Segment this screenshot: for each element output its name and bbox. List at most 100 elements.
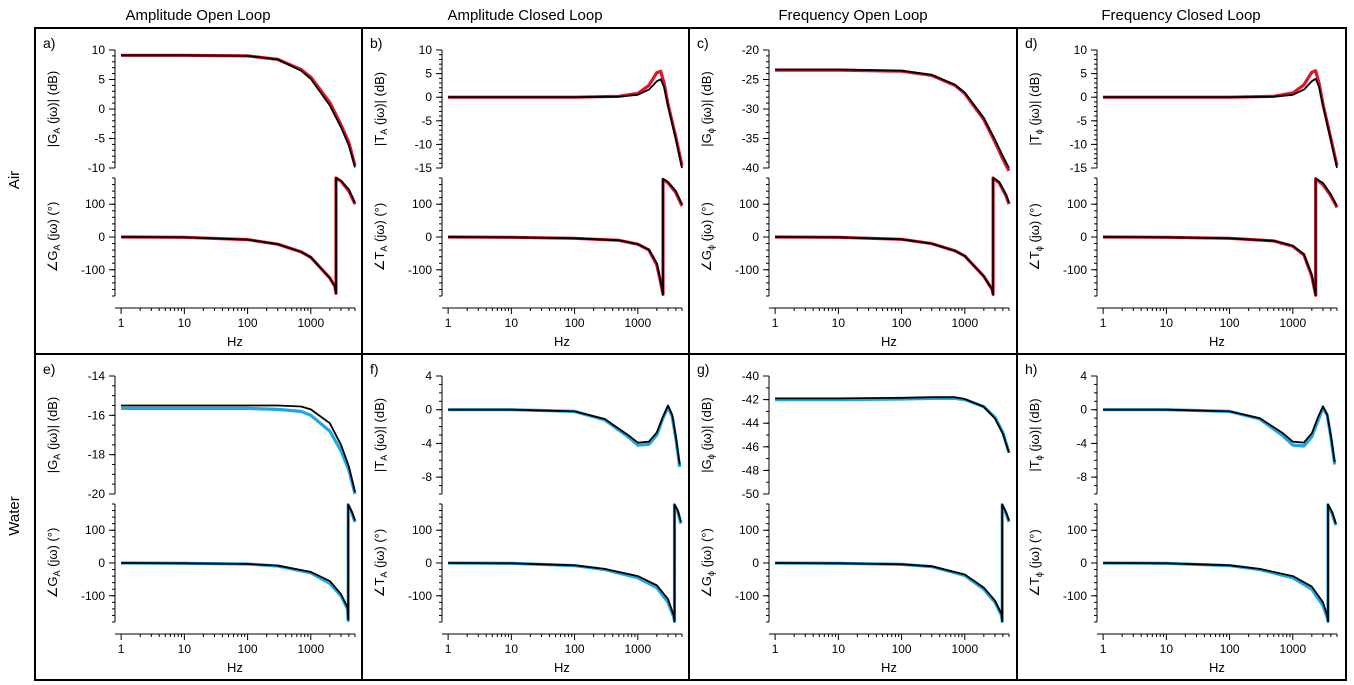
panel-e: e) -20 -18 -16 -14 |GA (jω)| (dB) -100 0 100 ∠GA … xyxy=(43,361,357,675)
x-axis-c: 1 10 100 1000 Hz xyxy=(769,307,1010,349)
phase-ylabel-c: ∠Gϕ (jω) (°) xyxy=(699,202,716,272)
phase-tick-label-e: -100 xyxy=(81,589,105,603)
phase-tick-label-h: 0 xyxy=(1080,556,1087,570)
magnitude-tick-label-g: -44 xyxy=(742,416,760,430)
magnitude-tick-label-b: -10 xyxy=(415,137,433,151)
magnitude-tick-label-b: -5 xyxy=(421,114,432,128)
phase-ylabel-d: ∠Tϕ (jω) (°) xyxy=(1027,203,1044,270)
x-tick-label-e: 1000 xyxy=(297,642,324,656)
phase-ylabel-a: ∠GA (jω) (°) xyxy=(45,202,62,273)
grid-frame xyxy=(34,27,1347,681)
phase-subplot-a: -100 0 100 ∠GA (jω) (°) xyxy=(45,176,357,297)
phase-series-measured-a xyxy=(121,176,357,295)
phase-series-model-b xyxy=(448,177,683,296)
phase-tick-label-a: 0 xyxy=(98,230,105,244)
phase-tick-label-g: 0 xyxy=(752,556,759,570)
magnitude-tick-label-d: 5 xyxy=(1080,67,1087,81)
phase-series-model-f xyxy=(448,503,682,623)
magnitude-subplot-f: -8 -4 0 4 |TA (jω)| (dB) xyxy=(372,369,682,495)
phase-tick-label-b: 0 xyxy=(425,230,432,244)
x-tick-label-h: 10 xyxy=(1160,642,1174,656)
x-axis-label-b: Hz xyxy=(554,334,570,349)
phase-series-model-d xyxy=(1103,177,1338,297)
magnitude-ylabel-a: |GA (jω)| (dB) xyxy=(45,71,62,147)
phase-ylabel-e: ∠GA (jω) (°) xyxy=(45,528,62,599)
magnitude-tick-label-g: -50 xyxy=(742,487,760,501)
magnitude-tick-label-e: -14 xyxy=(88,369,106,383)
x-tick-label-d: 1000 xyxy=(1279,316,1306,330)
phase-ylabel-h: ∠Tϕ (jω) (°) xyxy=(1027,529,1044,596)
phase-tick-label-a: 100 xyxy=(85,197,105,211)
magnitude-subplot-c: -40 -35 -30 -25 -20 |Gϕ (jω)| (dB) xyxy=(699,43,1011,175)
x-tick-label-d: 100 xyxy=(1220,316,1240,330)
magnitude-ylabel-d: |Tϕ (jω)| (dB) xyxy=(1027,72,1044,145)
phase-tick-label-c: 100 xyxy=(739,197,759,211)
x-tick-label-a: 10 xyxy=(178,316,192,330)
phase-subplot-b: -100 0 100 ∠TA (jω) (°) xyxy=(372,177,684,297)
magnitude-series-model-d xyxy=(1103,77,1338,169)
magnitude-series-measured-c xyxy=(775,68,1011,172)
panel-label-e: e) xyxy=(43,361,55,377)
phase-tick-label-d: 100 xyxy=(1067,197,1087,211)
x-tick-label-f: 1000 xyxy=(624,642,651,656)
x-tick-label-f: 100 xyxy=(565,642,585,656)
magnitude-ylabel-h: |Tϕ (jω)| (dB) xyxy=(1027,398,1044,471)
phase-tick-label-f: 0 xyxy=(425,556,432,570)
phase-tick-label-b: -100 xyxy=(408,263,432,277)
magnitude-series-model-c xyxy=(775,68,1010,169)
column-header-frequency-open-loop: Frequency Open Loop xyxy=(778,7,927,24)
magnitude-tick-label-c: -35 xyxy=(742,132,760,146)
magnitude-tick-label-g: -46 xyxy=(742,440,760,454)
panel-d: d) -15 -10 -5 0 5 10 |Tϕ (jω)| (dB) -100 0 100 ∠Tϕ … xyxy=(1025,35,1339,349)
panel-c: c) -40 -35 -30 -25 -20 |Gϕ (jω)| (dB) -100 0 100 ∠… xyxy=(697,35,1011,349)
magnitude-tick-label-h: -8 xyxy=(1076,470,1087,484)
x-axis-f: 1 10 100 1000 Hz xyxy=(442,633,683,675)
phase-tick-label-e: 0 xyxy=(98,556,105,570)
magnitude-subplot-b: -15 -10 -5 0 5 10 |TA (jω)| (dB) xyxy=(372,43,684,175)
x-tick-label-a: 1 xyxy=(118,316,125,330)
panel-label-f: f) xyxy=(370,361,379,377)
phase-tick-label-b: 100 xyxy=(412,197,432,211)
magnitude-series-model-a xyxy=(121,54,356,168)
phase-subplot-c: -100 0 100 ∠Gϕ (jω) (°) xyxy=(699,176,1011,297)
magnitude-ylabel-e: |GA (jω)| (dB) xyxy=(45,397,62,473)
x-tick-label-b: 1000 xyxy=(624,316,651,330)
magnitude-tick-label-a: -10 xyxy=(88,161,106,175)
x-tick-label-f: 10 xyxy=(505,642,519,656)
magnitude-tick-label-g: -42 xyxy=(742,393,760,407)
phase-series-model-a xyxy=(121,177,356,295)
x-axis-a: 1 10 100 1000 Hz xyxy=(115,307,356,349)
magnitude-ylabel-b: |TA (jω)| (dB) xyxy=(372,72,389,146)
x-tick-label-a: 100 xyxy=(238,316,258,330)
x-axis-label-g: Hz xyxy=(881,660,897,675)
magnitude-ylabel-g: |Gϕ (jω)| (dB) xyxy=(699,397,716,472)
magnitude-series-model-f xyxy=(448,404,681,465)
phase-subplot-f: -100 0 100 ∠TA (jω) (°) xyxy=(372,503,683,623)
magnitude-tick-label-g: -40 xyxy=(742,369,760,383)
panel-label-b: b) xyxy=(370,35,382,51)
x-tick-label-e: 1 xyxy=(118,642,125,656)
x-axis-d: 1 10 100 1000 Hz xyxy=(1097,307,1338,349)
panel-h: h) -8 -4 0 4 |Tϕ (jω)| (dB) -100 0 100 ∠Tϕ (jω) (… xyxy=(1025,361,1338,675)
phase-tick-label-c: -100 xyxy=(735,263,759,277)
x-axis-g: 1 10 100 1000 Hz xyxy=(769,633,1010,675)
magnitude-tick-label-e: -16 xyxy=(88,408,106,422)
magnitude-series-model-e xyxy=(121,404,356,493)
x-axis-label-f: Hz xyxy=(554,660,570,675)
column-header-amplitude-closed-loop: Amplitude Closed Loop xyxy=(447,7,602,24)
panel-label-a: a) xyxy=(43,35,55,51)
x-tick-label-a: 1000 xyxy=(297,316,324,330)
phase-subplot-e: -100 0 100 ∠GA (jω) (°) xyxy=(45,503,357,623)
phase-series-model-h xyxy=(1103,503,1337,623)
phase-subplot-d: -100 0 100 ∠Tϕ (jω) (°) xyxy=(1027,177,1339,297)
phase-tick-label-f: 100 xyxy=(412,523,432,537)
x-tick-label-e: 10 xyxy=(178,642,192,656)
magnitude-tick-label-b: 10 xyxy=(419,43,433,57)
magnitude-tick-label-d: -15 xyxy=(1070,161,1088,175)
phase-tick-label-e: 100 xyxy=(85,523,105,537)
column-header-frequency-closed-loop: Frequency Closed Loop xyxy=(1101,7,1260,24)
magnitude-ylabel-f: |TA (jω)| (dB) xyxy=(372,398,389,472)
magnitude-series-model-g xyxy=(775,396,1010,453)
panel-f: f) -8 -4 0 4 |TA (jω)| (dB) -100 0 100 ∠TA (jω) (… xyxy=(370,361,683,675)
